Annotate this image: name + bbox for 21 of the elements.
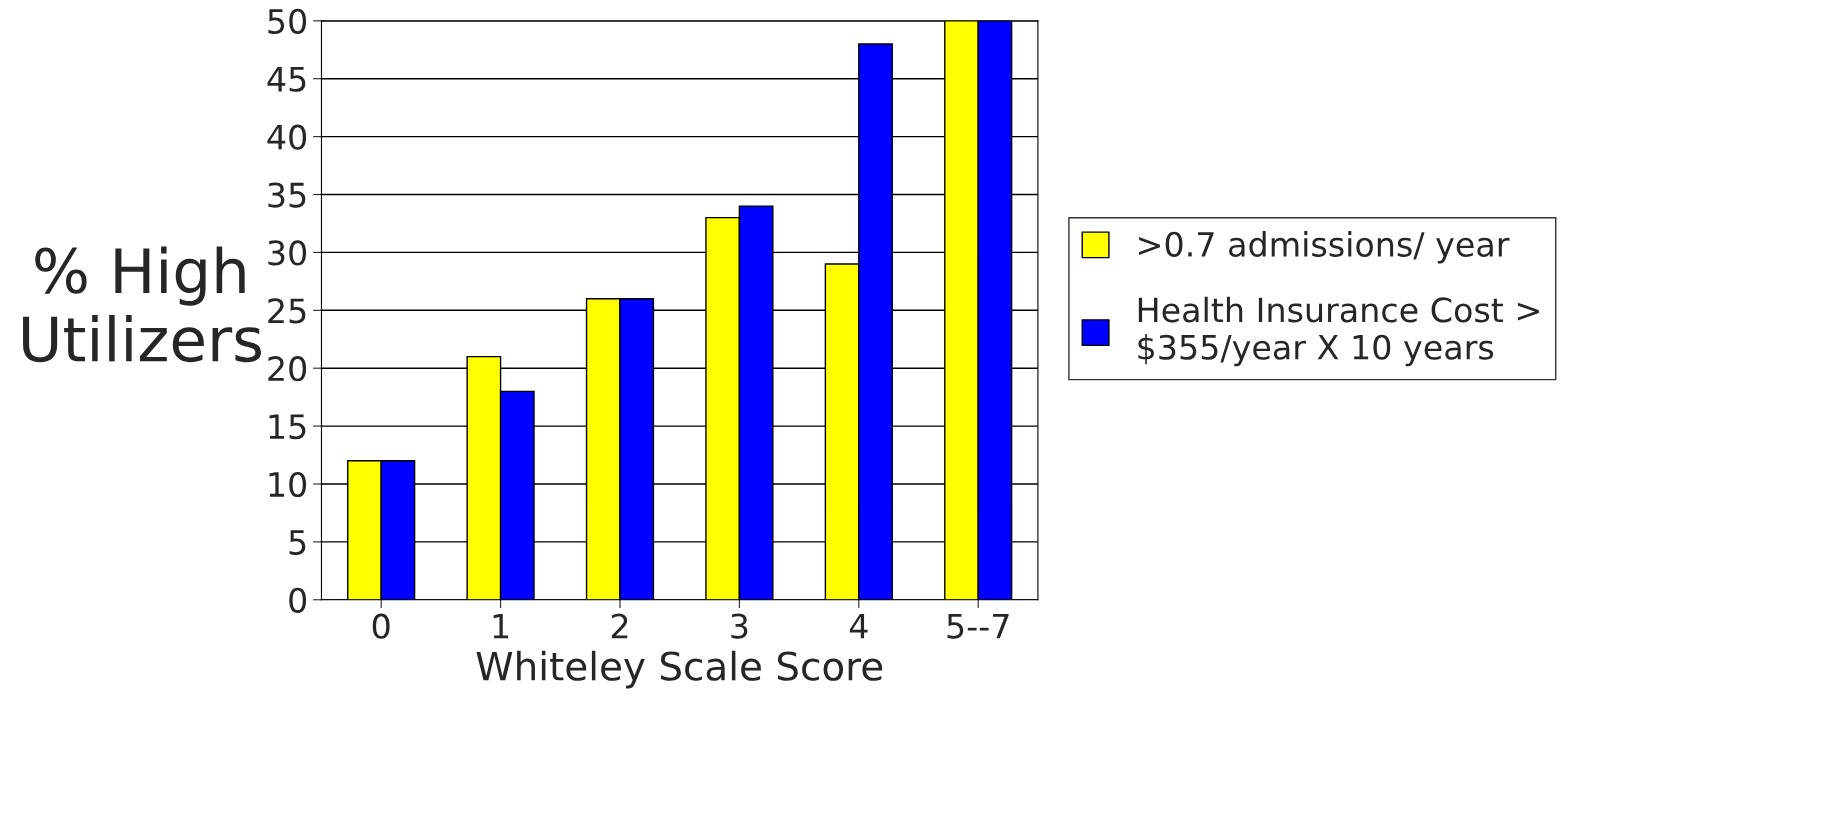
y-tick-label: 0	[289, 587, 307, 613]
x-tick-label: 3	[731, 613, 748, 639]
y-axis-title: % High Utilizers	[23, 246, 262, 363]
y-tick-label: 20	[268, 356, 307, 382]
y-tick-label: 45	[267, 67, 306, 92]
x-tick-label: 4	[849, 613, 868, 639]
x-tick-label: 2	[611, 613, 628, 639]
y-tick-label: 30	[268, 240, 307, 266]
x-tick-label: 1	[493, 613, 509, 639]
x-tick-label: 5--7	[947, 613, 1009, 639]
x-axis-title: Whiteley Scale Score	[476, 650, 883, 689]
y-tick-label: 40	[267, 124, 307, 150]
y-tick-label: 50	[268, 8, 307, 34]
y-tick-label: 25	[268, 298, 306, 324]
y-tick-label: 35	[268, 182, 306, 208]
y-tick-label: 5	[289, 530, 306, 555]
x-tick-label: 0	[372, 613, 390, 639]
legend-label: Health Insurance Cost > $355/year X 10 years	[1138, 296, 1539, 367]
y-tick-label: 15	[269, 414, 306, 440]
y-tick-label: 10	[269, 471, 307, 498]
legend-label: >0.7 admissions/ year	[1139, 231, 1510, 264]
